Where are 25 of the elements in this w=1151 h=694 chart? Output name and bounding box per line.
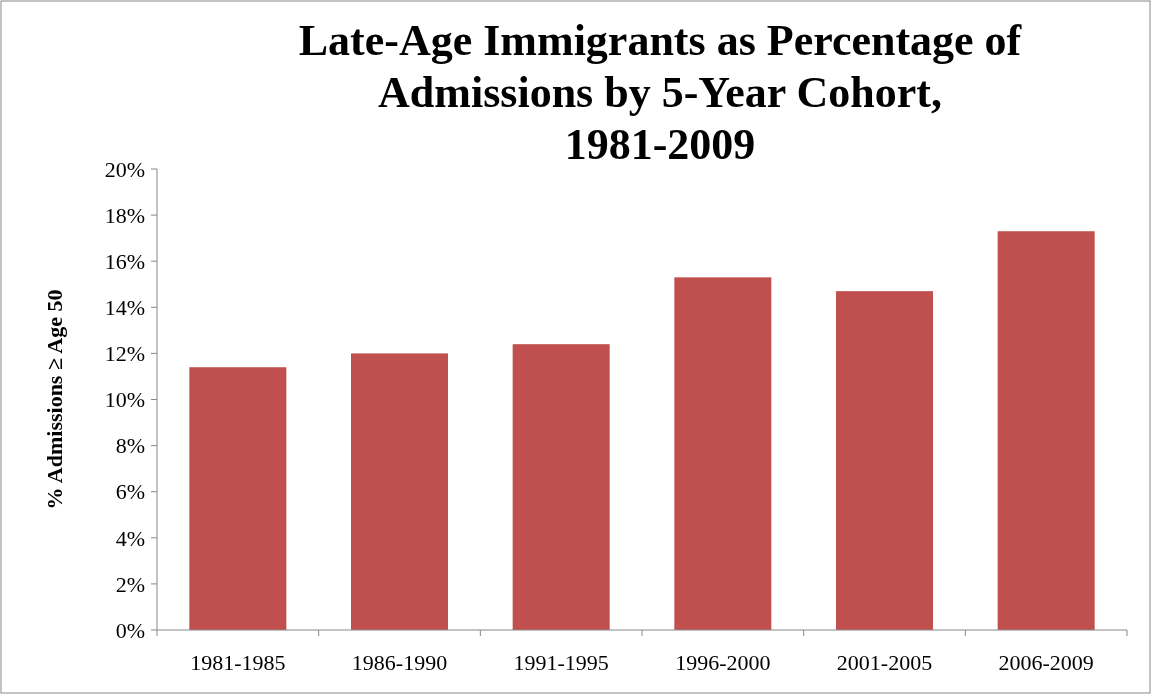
- bar: [189, 367, 287, 630]
- y-tick-label: 14%: [104, 295, 145, 320]
- bar: [997, 231, 1095, 630]
- x-tick-label: 1996-2000: [675, 650, 771, 675]
- bar: [836, 291, 933, 630]
- y-tick-label: 10%: [104, 387, 145, 413]
- x-tick-label: 1981-1985: [190, 650, 286, 675]
- y-tick-label: 20%: [104, 156, 145, 182]
- x-tick-label: 2006-2009: [998, 650, 1094, 675]
- bar: [351, 353, 448, 630]
- y-tick-label: 2%: [115, 571, 145, 597]
- y-tick-label: 6%: [115, 479, 145, 505]
- y-axis-title: % Admissions ≥ Age 50: [42, 289, 67, 510]
- x-tick-label: 1986-1990: [351, 650, 448, 675]
- y-tick-label: 12%: [104, 341, 145, 367]
- x-tick-label: 1991-1995: [513, 650, 609, 675]
- y-tick-label: 18%: [104, 202, 145, 228]
- y-tick-label: 0%: [115, 617, 145, 643]
- bar: [512, 344, 610, 630]
- bar: [674, 277, 772, 630]
- x-tick-label: 2001-2005: [836, 650, 933, 675]
- y-tick-label: 16%: [104, 248, 145, 274]
- y-tick-label: 8%: [115, 433, 145, 459]
- y-tick-label: 4%: [115, 525, 145, 551]
- chart-title: Late-Age Immigrants as Percentage of Admissions by 5-Year Cohort, 1981-2009: [298, 16, 1023, 169]
